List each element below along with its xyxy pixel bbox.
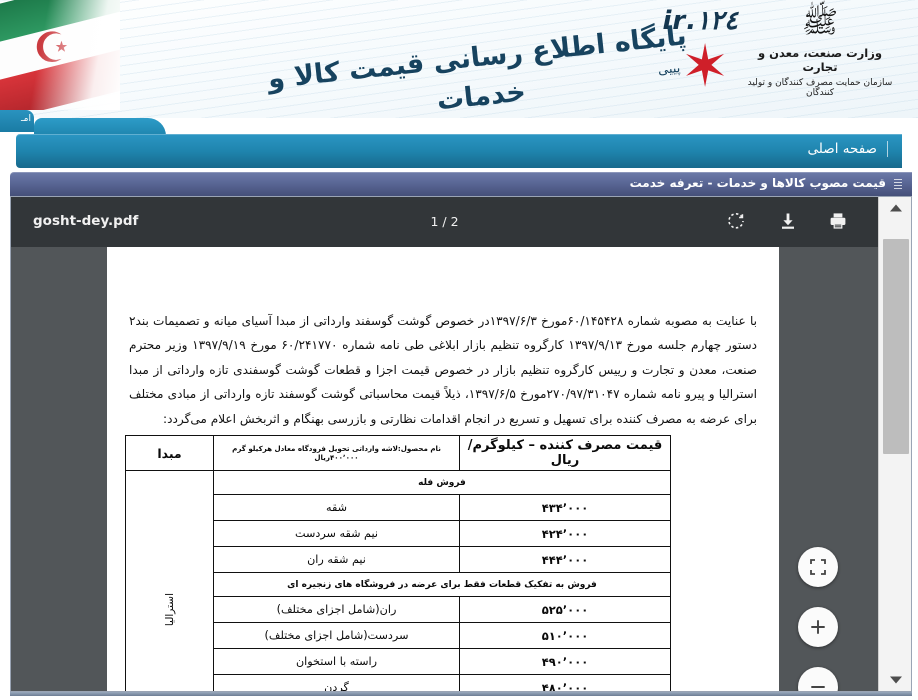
zoom-in-icon[interactable] [798, 607, 838, 647]
cell-price: ۵۱۰٬۰۰۰ [459, 622, 671, 649]
ministry-logo-block: ﷺ​ وزارت صنعت، معدن و تجارت سازمان حمایت… [740, 5, 900, 99]
scroll-up-arrow-icon[interactable] [879, 197, 911, 219]
nav-tab-partial-label: امـ [21, 114, 31, 124]
table-row: ۵۲۵٬۰۰۰ ران(شامل اجزای مختلف) [126, 596, 671, 623]
pdf-page-indicator: 1 / 2 [430, 214, 459, 229]
cell-price: ۴۸۰٬۰۰۰ [459, 674, 671, 691]
viewer-bottom-edge [10, 692, 912, 696]
download-icon[interactable] [773, 207, 803, 237]
cell-price: ۴۲۴٬۰۰۰ [459, 520, 671, 547]
fit-to-page-icon[interactable] [798, 547, 838, 587]
pdf-viewer: gosht-dey.pdf 1 / 2 [10, 196, 912, 692]
scroll-down-arrow-icon[interactable] [879, 669, 911, 691]
ministry-line2: سازمان حمایت مصرف کنندگان و تولید کنندگا… [747, 78, 893, 98]
pdf-page-1: با عنایت به مصوبه شماره ۶۰/۱۴۵۴۲۸مورخ ۱۳… [107, 247, 779, 691]
nav-tab-decor [34, 118, 166, 138]
print-icon[interactable] [823, 207, 853, 237]
column-header-origin: مبدا [125, 435, 214, 471]
rotate-icon[interactable] [721, 207, 751, 237]
origin-value: استرالیا [163, 593, 176, 627]
pdf-filename: gosht-dey.pdf [33, 213, 139, 229]
cell-product: گردن [213, 674, 460, 691]
table-group-row: فروش فله استرالیا [125, 470, 671, 691]
document-paragraph: با عنایت به مصوبه شماره ۶۰/۱۴۵۴۲۸مورخ ۱۳… [129, 314, 757, 426]
group-label-bulk: فروش فله [213, 470, 671, 495]
cell-product: راسته با استخوان [213, 648, 460, 675]
price-table: قیمت مصرف کننده – کیلوگرم/ ریال نام محصو… [125, 435, 671, 691]
table-group-row: فروش به تفکیک قطعات فقط برای عرضه در فرو… [126, 572, 671, 597]
allah-emblem-icon: ﷺ​ [801, 5, 839, 40]
cell-product: شقه [213, 494, 460, 521]
nav-bar: صفحه اصلی [16, 134, 902, 168]
cell-price: ۴۴۴٬۰۰۰ [459, 546, 671, 573]
origin-cell: استرالیا [125, 470, 214, 691]
cell-product: سردست(شامل اجزای مختلف) [213, 622, 460, 649]
site-banner: ☪ پایگاه اطلاع رسانی قیمت کالا و خدمات پ… [0, 0, 918, 118]
table-row: ۴۸۰٬۰۰۰ گردن [126, 674, 671, 691]
pdf-toolbar: gosht-dey.pdf 1 / 2 [11, 197, 878, 247]
ministry-line1: وزارت صنعت، معدن و تجارت [758, 46, 882, 74]
drag-grip-icon[interactable] [894, 179, 902, 189]
brand-domain-label: ۱۲٤.ir [662, 6, 738, 36]
vertical-scrollbar[interactable] [878, 197, 911, 691]
cell-product: نیم شقه سردست [213, 520, 460, 547]
iran-flag-icon: ☪ [0, 0, 120, 110]
table-row: ۴۴۴٬۰۰۰ نیم شقه ران [126, 546, 671, 573]
column-header-product: نام محصول:لاشه وارداتی تحویل فرودگاه معا… [213, 435, 460, 471]
section-title-bar: قیمت مصوب کالاها و خدمات - تعرفه خدمت [10, 172, 912, 196]
scrollbar-thumb[interactable] [883, 239, 909, 454]
group-label-retail: فروش به تفکیک قطعات فقط برای عرضه در فرو… [213, 572, 671, 597]
banner-stripes [0, 0, 918, 118]
table-row: ۴۳۴٬۰۰۰ شقه [126, 494, 671, 521]
cell-product: نیم شقه ران [213, 546, 460, 573]
zoom-out-icon[interactable] [798, 667, 838, 691]
column-header-price: قیمت مصرف کننده – کیلوگرم/ ریال [459, 435, 671, 471]
cell-price: ۴۳۴٬۰۰۰ [459, 494, 671, 521]
pdf-canvas-area[interactable]: با عنایت به مصوبه شماره ۶۰/۱۴۵۴۲۸مورخ ۱۳… [11, 247, 878, 691]
cell-product: ران(شامل اجزای مختلف) [213, 596, 460, 623]
red-star-logo-icon: ✶ [680, 32, 730, 100]
nav-tab-partial[interactable]: امـ [0, 110, 34, 132]
cell-price: ۵۲۵٬۰۰۰ [459, 596, 671, 623]
pdf-toolbar-actions [711, 207, 861, 237]
main-navigation: امـ صفحه اصلی [0, 110, 918, 168]
sidebar-item-home[interactable]: صفحه اصلی [808, 141, 888, 157]
table-header-row: قیمت مصرف کننده – کیلوگرم/ ریال نام محصو… [125, 435, 671, 471]
cell-price: ۴۹۰٬۰۰۰ [459, 648, 671, 675]
page-title: قیمت مصوب کالاها و خدمات - تعرفه خدمت [629, 176, 886, 190]
table-row: ۵۱۰٬۰۰۰ سردست(شامل اجزای مختلف) [126, 622, 671, 649]
pdf-zoom-controls [792, 547, 838, 691]
table-row: ۴۲۴٬۰۰۰ نیم شقه سردست [126, 520, 671, 547]
